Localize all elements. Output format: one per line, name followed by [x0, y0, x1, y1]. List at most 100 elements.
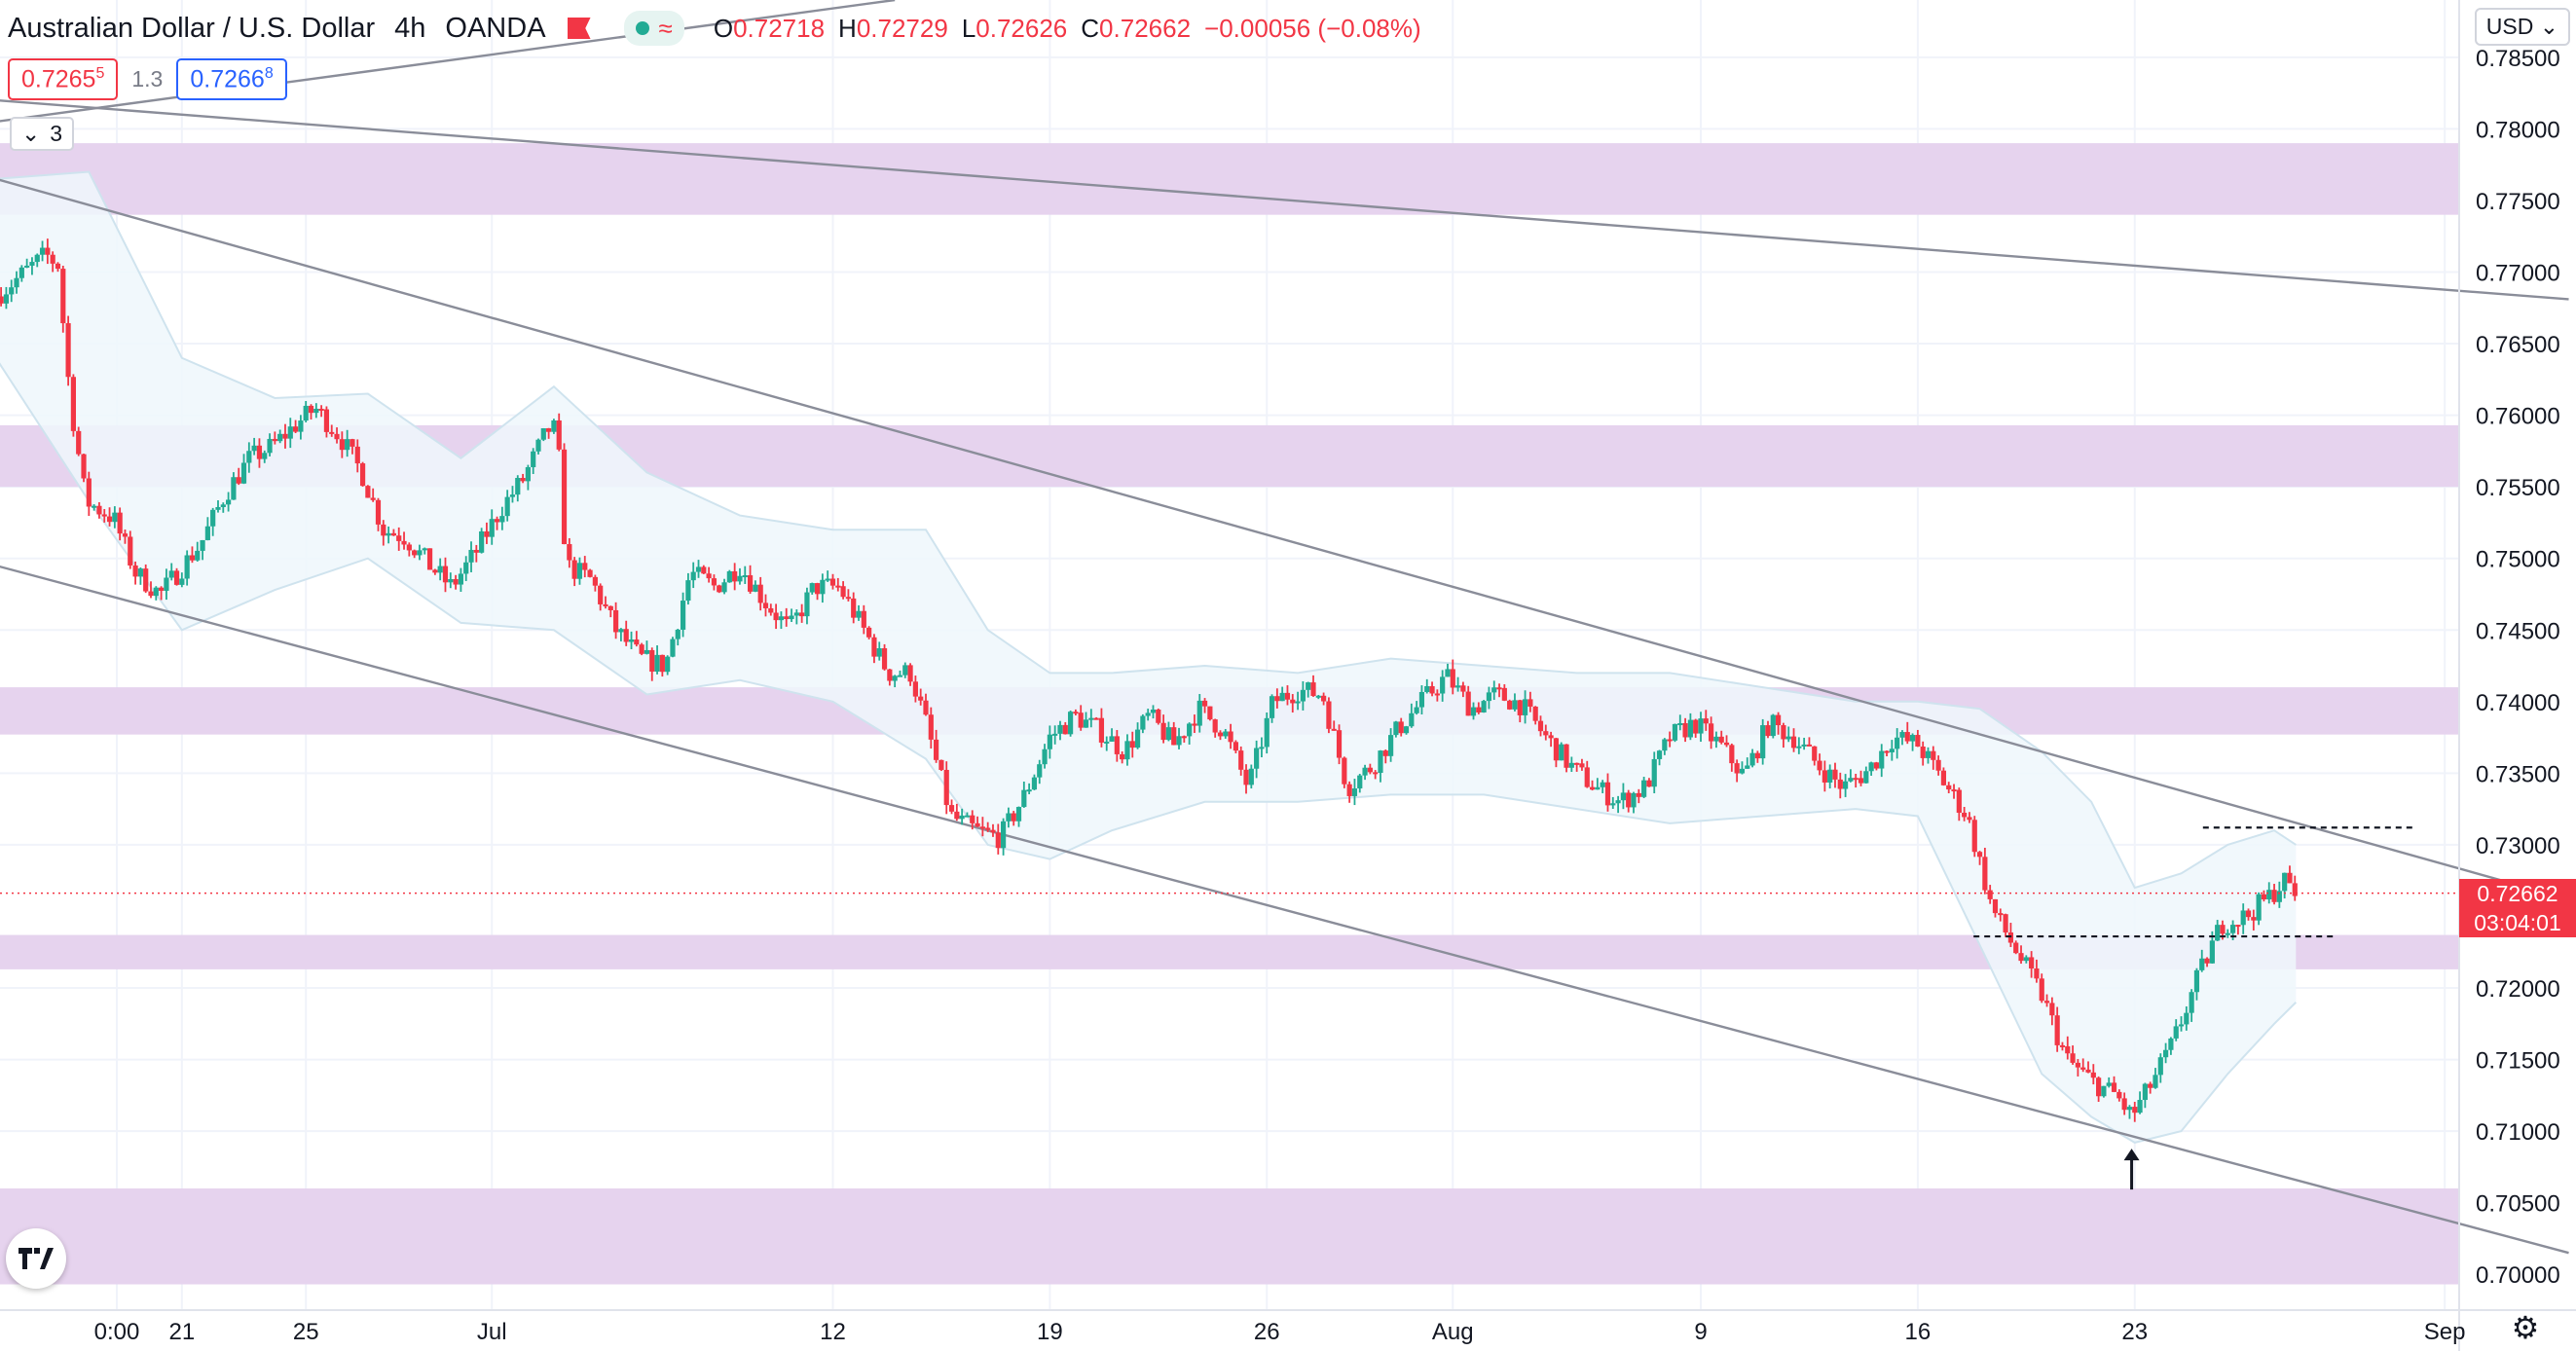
- candle: [881, 648, 888, 670]
- candle: [1564, 744, 1569, 768]
- candle: [1935, 759, 1941, 771]
- candle: [484, 530, 490, 537]
- candle: [1398, 721, 1404, 734]
- symbol-title[interactable]: Australian Dollar / U.S. Dollar: [8, 12, 376, 44]
- candle: [437, 566, 443, 573]
- candle: [287, 426, 293, 439]
- candle: [1656, 750, 1663, 759]
- candle: [1078, 712, 1084, 728]
- candle: [1967, 817, 1972, 821]
- candle: [0, 296, 4, 304]
- candle: [173, 570, 180, 585]
- candle: [768, 607, 774, 613]
- candle: [365, 486, 371, 498]
- candle: [851, 598, 857, 618]
- candle: [1460, 685, 1466, 692]
- flag-icon[interactable]: [567, 18, 591, 39]
- candle: [1424, 685, 1430, 692]
- time-tick-label: 25: [293, 1319, 319, 1345]
- time-tick-label: Aug: [1432, 1319, 1474, 1345]
- candle: [866, 627, 872, 638]
- interval-label[interactable]: 4h: [394, 12, 426, 44]
- candle: [2153, 1075, 2158, 1088]
- candle: [789, 615, 794, 620]
- candle: [1129, 741, 1135, 749]
- candle: [1274, 696, 1280, 702]
- time-tick-label: 19: [1037, 1319, 1063, 1345]
- candle: [1754, 752, 1760, 759]
- candle: [1749, 752, 1755, 766]
- candle: [871, 637, 877, 657]
- candle: [2007, 932, 2013, 943]
- candle: [509, 494, 516, 497]
- ohlc-values: O0.72718 H0.72729 L0.72626 C0.72662 −0.0…: [714, 14, 1421, 44]
- candle: [1254, 748, 1260, 769]
- candle: [318, 408, 324, 411]
- candle: [1517, 700, 1523, 715]
- candle: [1553, 738, 1560, 761]
- candle: [2013, 942, 2019, 954]
- candle: [1321, 695, 1327, 702]
- candle: [1734, 763, 1740, 774]
- candle: [1884, 750, 1890, 753]
- sell-button[interactable]: 0.72655: [8, 58, 119, 101]
- candle: [1042, 749, 1048, 765]
- candle: [1011, 813, 1016, 822]
- candle: [231, 477, 237, 500]
- candle: [820, 579, 826, 595]
- candle: [45, 247, 51, 255]
- candle: [711, 578, 718, 586]
- candle: [628, 639, 635, 642]
- candle: [1848, 778, 1854, 782]
- candle: [210, 509, 216, 527]
- candle: [303, 405, 309, 421]
- candle: [76, 430, 82, 455]
- candle: [1646, 780, 1652, 787]
- ohlc-change: −0.00056 (−0.08%): [1204, 13, 1421, 43]
- candle: [1537, 720, 1544, 732]
- candle: [2235, 925, 2241, 928]
- candle: [1367, 767, 1373, 773]
- price-tick-label: 0.78500: [2476, 46, 2560, 72]
- candle: [1104, 741, 1110, 744]
- candle: [1899, 732, 1905, 738]
- tradingview-logo-icon[interactable]: [6, 1228, 66, 1289]
- candle: [1373, 772, 1379, 775]
- candle: [1501, 687, 1507, 701]
- candle: [1858, 778, 1864, 784]
- candle: [200, 539, 205, 551]
- gear-icon[interactable]: ⚙: [2511, 1310, 2540, 1345]
- candle: [892, 676, 898, 681]
- ohlc-open: O0.72718: [713, 13, 826, 43]
- candle: [613, 609, 619, 633]
- candle: [954, 811, 960, 820]
- currency-select[interactable]: USD ⌄: [2474, 8, 2570, 46]
- candle: [1822, 770, 1827, 783]
- price-tick-label: 0.71000: [2476, 1119, 2560, 1146]
- candle: [1233, 742, 1238, 751]
- candle: [695, 566, 702, 572]
- candle: [308, 405, 314, 414]
- candle: [24, 265, 30, 268]
- candle: [1610, 803, 1616, 806]
- candle: [737, 575, 743, 582]
- candle: [2029, 957, 2035, 969]
- candle: [1723, 742, 1730, 746]
- candle: [2229, 925, 2236, 933]
- candle: [556, 420, 562, 450]
- candle: [215, 506, 221, 510]
- candle: [799, 612, 805, 617]
- candle: [778, 616, 785, 621]
- indicators-toggle-button[interactable]: ⌄ 3: [10, 117, 75, 151]
- candle: [1543, 731, 1549, 736]
- candle: [531, 451, 536, 467]
- market-status-pill[interactable]: ≈: [623, 11, 684, 46]
- candle: [1454, 685, 1461, 688]
- candle: [1284, 692, 1291, 700]
- candle: [540, 427, 546, 440]
- candle: [809, 583, 815, 593]
- candle: [607, 605, 613, 610]
- price-tick-label: 0.72000: [2476, 976, 2560, 1003]
- buy-button[interactable]: 0.72668: [176, 58, 287, 101]
